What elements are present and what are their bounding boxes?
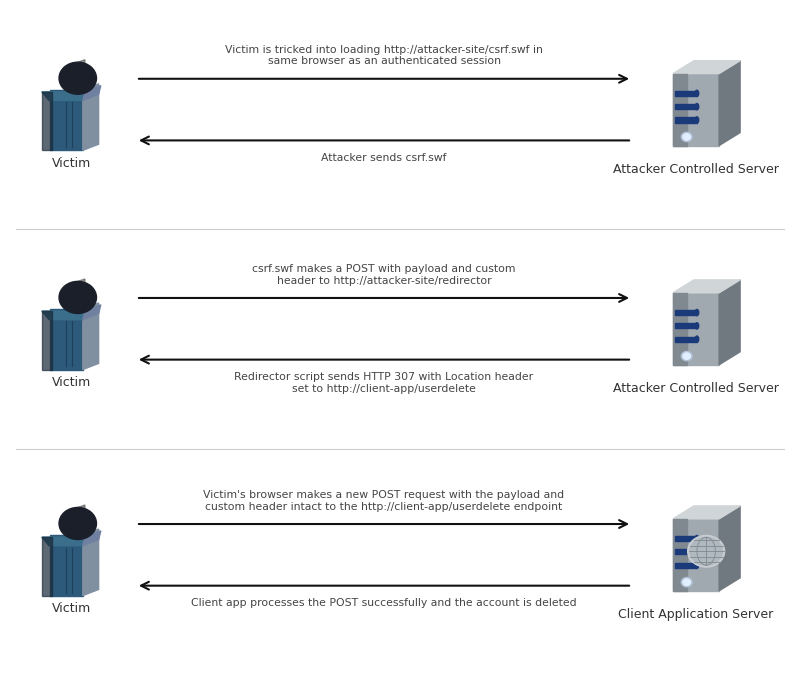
Polygon shape: [675, 323, 697, 328]
Polygon shape: [673, 61, 740, 74]
Polygon shape: [42, 311, 85, 320]
Polygon shape: [673, 293, 686, 364]
Polygon shape: [719, 506, 740, 590]
Text: Attacker sends csrf.swf: Attacker sends csrf.swf: [322, 153, 446, 163]
Polygon shape: [50, 535, 83, 596]
Polygon shape: [719, 280, 740, 364]
Polygon shape: [66, 535, 78, 543]
Text: Victim is tricked into loading http://attacker-site/csrf.swf in
same browser as : Victim is tricked into loading http://at…: [225, 45, 543, 66]
Polygon shape: [675, 104, 697, 109]
Circle shape: [688, 536, 725, 567]
Polygon shape: [673, 293, 719, 364]
Circle shape: [690, 537, 722, 565]
Circle shape: [682, 351, 692, 361]
Text: Redirector script sends HTTP 307 with Location header
set to http://client-app/u: Redirector script sends HTTP 307 with Lo…: [234, 372, 534, 394]
Polygon shape: [719, 61, 740, 146]
Circle shape: [683, 353, 690, 360]
Ellipse shape: [695, 117, 698, 123]
Polygon shape: [78, 60, 85, 95]
Polygon shape: [83, 305, 101, 320]
Polygon shape: [675, 117, 697, 123]
Polygon shape: [66, 309, 78, 317]
Polygon shape: [42, 92, 52, 151]
Circle shape: [59, 62, 97, 95]
Polygon shape: [675, 536, 697, 541]
Polygon shape: [673, 280, 740, 293]
Polygon shape: [42, 537, 52, 596]
Polygon shape: [83, 84, 98, 151]
Ellipse shape: [695, 323, 698, 329]
Ellipse shape: [695, 103, 698, 110]
Polygon shape: [83, 529, 98, 596]
Polygon shape: [78, 505, 85, 540]
Polygon shape: [675, 90, 697, 96]
Polygon shape: [83, 531, 101, 546]
Text: Victim: Victim: [52, 375, 92, 388]
Text: Client app processes the POST successfully and the account is deleted: Client app processes the POST successful…: [191, 598, 577, 608]
Polygon shape: [675, 549, 697, 554]
Polygon shape: [675, 336, 697, 342]
Text: Victim: Victim: [52, 157, 92, 169]
Polygon shape: [66, 90, 78, 98]
Circle shape: [59, 508, 97, 540]
Text: Victim's browser makes a new POST request with the payload and
custom header int: Victim's browser makes a new POST reques…: [203, 490, 565, 512]
Polygon shape: [673, 506, 740, 519]
Ellipse shape: [695, 562, 698, 569]
Text: Victim: Victim: [52, 601, 92, 614]
Polygon shape: [42, 311, 52, 370]
Polygon shape: [673, 519, 719, 590]
Text: Attacker Controlled Server: Attacker Controlled Server: [613, 382, 779, 395]
Circle shape: [683, 579, 690, 586]
Circle shape: [683, 134, 690, 140]
Polygon shape: [50, 90, 83, 151]
Polygon shape: [83, 86, 101, 101]
Polygon shape: [50, 309, 83, 370]
Polygon shape: [42, 92, 85, 101]
Text: Attacker Controlled Server: Attacker Controlled Server: [613, 163, 779, 176]
Circle shape: [682, 132, 692, 142]
Polygon shape: [673, 74, 719, 146]
Polygon shape: [673, 74, 686, 146]
Ellipse shape: [695, 549, 698, 555]
Polygon shape: [78, 279, 85, 314]
Circle shape: [682, 577, 692, 587]
Text: csrf.swf makes a POST with payload and custom
header to http://attacker-site/red: csrf.swf makes a POST with payload and c…: [252, 264, 516, 286]
Ellipse shape: [695, 536, 698, 542]
Polygon shape: [675, 562, 697, 568]
Ellipse shape: [695, 336, 698, 342]
Circle shape: [59, 282, 97, 314]
Ellipse shape: [695, 310, 698, 316]
Ellipse shape: [695, 90, 698, 97]
Text: Client Application Server: Client Application Server: [618, 608, 774, 621]
Polygon shape: [42, 537, 85, 546]
Polygon shape: [673, 519, 686, 590]
Polygon shape: [675, 310, 697, 315]
Polygon shape: [83, 303, 98, 370]
